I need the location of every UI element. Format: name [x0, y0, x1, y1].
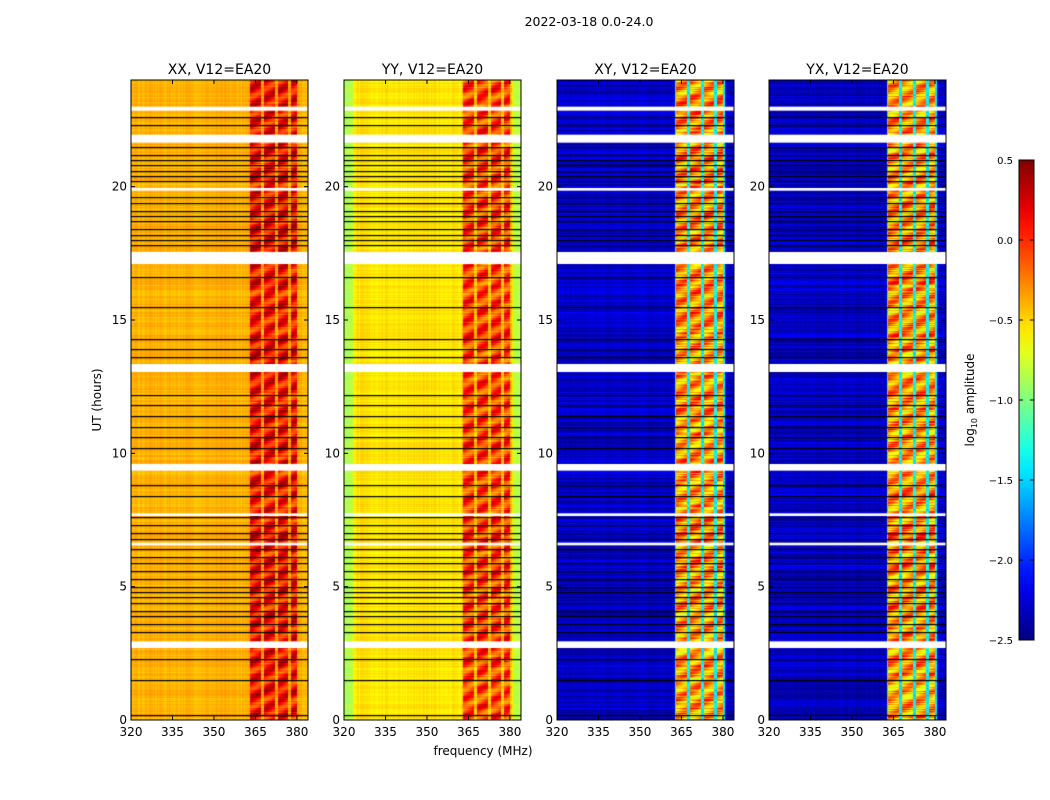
colorbar: 0.5 0.0 −0.5 −1.0 −1.5 −2.0 −2.5: [989, 156, 1035, 647]
y-tick-label: 10: [112, 446, 127, 460]
heatmap-image: [131, 80, 308, 720]
colorbar-tick-label: 0.0: [997, 236, 1013, 247]
x-tick-label: 380: [923, 725, 946, 739]
y-tick-label: 10: [538, 446, 553, 460]
x-tick-label: 380: [285, 725, 308, 739]
heatmap-image: [769, 80, 946, 720]
y-tick-label: 20: [325, 180, 340, 194]
colorbar-tick-label: −2.0: [989, 556, 1013, 567]
x-tick-label: 320: [546, 725, 569, 739]
figure-title: 2022-03-18 0.0-24.0: [525, 14, 654, 29]
panel-title: YX, V12=EA20: [805, 62, 908, 78]
colorbar-tick-label: −2.5: [989, 636, 1013, 647]
y-tick-label: 10: [750, 446, 765, 460]
colorbar-label: log10 amplitude: [963, 354, 979, 447]
x-tick-label: 335: [587, 725, 610, 739]
x-tick-label: 335: [374, 725, 397, 739]
x-tick-label: 350: [203, 725, 226, 739]
y-tick-label: 0: [757, 713, 765, 727]
colorbar-tick-label: −0.5: [989, 316, 1013, 327]
y-tick-label: 5: [545, 580, 553, 594]
y-tick-label: 0: [119, 713, 127, 727]
x-axis-label: frequency (MHz): [433, 744, 532, 758]
y-tick-label: 15: [538, 313, 553, 327]
plot-frame: [768, 79, 947, 721]
y-tick-label: 10: [325, 446, 340, 460]
y-tick-label: 5: [332, 580, 340, 594]
colorbar-tick-label: −1.5: [989, 476, 1013, 487]
colorbar-tick-label: −1.0: [989, 396, 1013, 407]
y-tick-label: 5: [119, 580, 127, 594]
x-tick-label: 350: [841, 725, 864, 739]
panel-1: YY, V12=EA20 320 335 350 365 380 0 5 10 15 20: [325, 62, 522, 739]
y-axis-label: UT (hours): [90, 368, 104, 431]
x-tick-label: 335: [799, 725, 822, 739]
panel-title: YY, V12=EA20: [381, 62, 483, 78]
heatmap-image: [557, 80, 734, 720]
x-tick-label: 365: [244, 725, 267, 739]
x-tick-label: 350: [629, 725, 652, 739]
x-tick-label: 350: [416, 725, 439, 739]
y-tick-label: 0: [545, 713, 553, 727]
y-tick-label: 20: [112, 180, 127, 194]
y-tick-label: 0: [332, 713, 340, 727]
y-tick-label: 15: [325, 313, 340, 327]
heatmap-image: [344, 80, 521, 720]
x-tick-label: 365: [670, 725, 693, 739]
plot-frame: [130, 79, 309, 721]
panel-3: YX, V12=EA20 320 335 350 365 380 0 5 10 15 20: [750, 62, 947, 739]
plot-frame: [556, 79, 735, 721]
panel-2: XY, V12=EA20 320 335 350 365 380 0 5 10 15 20: [538, 62, 735, 739]
y-tick-label: 15: [750, 313, 765, 327]
x-tick-label: 380: [711, 725, 734, 739]
y-tick-label: 20: [538, 180, 553, 194]
x-tick-label: 365: [457, 725, 480, 739]
panel-0: XX, V12=EA20 320 335 350 365 380 0 5 10 15 20: [112, 62, 309, 739]
y-tick-label: 15: [112, 313, 127, 327]
panel-title: XX, V12=EA20: [168, 62, 271, 78]
y-tick-label: 20: [750, 180, 765, 194]
x-tick-label: 320: [758, 725, 781, 739]
x-tick-label: 365: [882, 725, 905, 739]
y-tick-label: 5: [757, 580, 765, 594]
x-tick-label: 320: [120, 725, 143, 739]
x-tick-label: 380: [498, 725, 521, 739]
x-tick-label: 335: [161, 725, 184, 739]
x-tick-label: 320: [333, 725, 356, 739]
colorbar-tick-label: 0.5: [997, 156, 1013, 167]
plot-frame: [343, 79, 522, 721]
panel-title: XY, V12=EA20: [594, 62, 696, 78]
